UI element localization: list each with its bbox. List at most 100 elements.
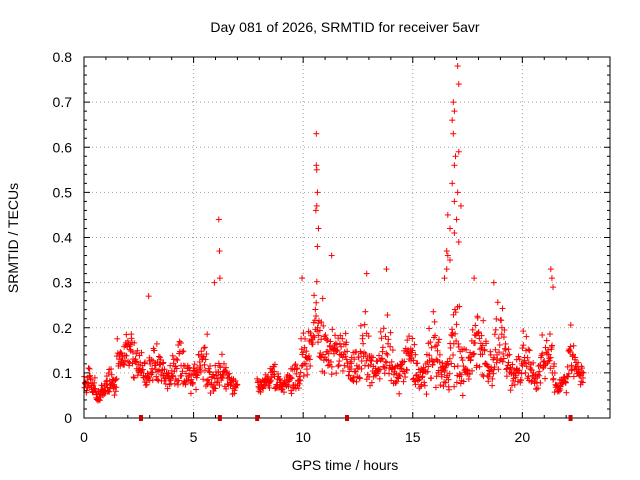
data-point bbox=[327, 358, 334, 365]
data-point bbox=[378, 335, 385, 342]
data-point bbox=[551, 389, 558, 396]
data-point bbox=[112, 388, 119, 395]
data-point bbox=[435, 339, 442, 346]
data-point bbox=[545, 346, 552, 353]
data-point bbox=[382, 358, 389, 365]
data-point bbox=[495, 366, 502, 373]
data-point bbox=[546, 331, 553, 338]
data-point bbox=[444, 252, 451, 259]
data-point bbox=[103, 381, 110, 388]
data-point bbox=[455, 239, 462, 246]
data-point bbox=[153, 340, 160, 347]
data-point bbox=[520, 342, 527, 349]
data-point bbox=[214, 375, 221, 382]
data-point bbox=[426, 325, 433, 332]
data-point bbox=[297, 369, 304, 376]
data-point bbox=[174, 357, 181, 364]
data-point bbox=[360, 340, 367, 347]
data-point bbox=[351, 356, 358, 363]
data-point bbox=[505, 359, 512, 366]
data-point bbox=[472, 339, 479, 346]
data-point bbox=[375, 366, 382, 373]
data-point bbox=[485, 378, 492, 385]
data-point bbox=[545, 351, 552, 358]
data-point bbox=[174, 381, 181, 388]
data-point bbox=[519, 345, 526, 352]
data-point bbox=[414, 360, 421, 367]
data-point bbox=[491, 331, 498, 338]
data-point bbox=[200, 344, 207, 351]
data-point bbox=[173, 355, 180, 362]
data-point bbox=[508, 382, 515, 389]
data-point bbox=[114, 335, 121, 342]
data-point bbox=[578, 378, 585, 385]
data-point bbox=[432, 384, 439, 391]
data-point bbox=[428, 375, 435, 382]
data-point bbox=[404, 367, 411, 374]
y-tick-label: 0.4 bbox=[53, 230, 73, 246]
data-point bbox=[111, 392, 118, 399]
data-point bbox=[388, 358, 395, 365]
data-point bbox=[402, 374, 409, 381]
data-point bbox=[515, 353, 522, 360]
data-point bbox=[178, 372, 185, 379]
data-point bbox=[339, 354, 346, 361]
data-point bbox=[502, 340, 509, 347]
data-point bbox=[469, 326, 476, 333]
data-point bbox=[234, 381, 241, 388]
data-point bbox=[268, 374, 275, 381]
data-point bbox=[535, 371, 542, 378]
data-point bbox=[133, 358, 140, 365]
data-point bbox=[169, 352, 176, 359]
data-point bbox=[333, 348, 340, 355]
data-point bbox=[203, 351, 210, 358]
data-point bbox=[311, 334, 318, 341]
data-point bbox=[332, 332, 339, 339]
data-point bbox=[505, 346, 512, 353]
data-point bbox=[396, 373, 403, 380]
data-point bbox=[421, 382, 428, 389]
data-point bbox=[469, 367, 476, 374]
data-point bbox=[300, 330, 307, 337]
data-point bbox=[313, 202, 320, 209]
data-point bbox=[451, 229, 458, 236]
data-point bbox=[474, 314, 481, 321]
data-point bbox=[550, 284, 557, 291]
data-point bbox=[303, 366, 310, 373]
data-point bbox=[383, 350, 390, 357]
data-point bbox=[212, 385, 219, 392]
data-point bbox=[312, 207, 319, 214]
data-point bbox=[454, 363, 461, 370]
data-point bbox=[457, 202, 464, 209]
data-point bbox=[442, 364, 449, 371]
data-point bbox=[493, 315, 500, 322]
data-point bbox=[303, 348, 310, 355]
data-point bbox=[380, 325, 387, 332]
data-point bbox=[548, 275, 555, 282]
data-point bbox=[421, 379, 428, 386]
data-point bbox=[348, 360, 355, 367]
data-point bbox=[479, 371, 486, 378]
data-point bbox=[493, 359, 500, 366]
data-point bbox=[463, 346, 470, 353]
data-point bbox=[547, 266, 554, 273]
data-point bbox=[442, 379, 449, 386]
data-point bbox=[151, 347, 158, 354]
data-point bbox=[452, 153, 459, 160]
data-point bbox=[410, 357, 417, 364]
data-point bbox=[202, 367, 209, 374]
data-point bbox=[570, 373, 577, 380]
data-point bbox=[86, 365, 93, 372]
data-point bbox=[426, 352, 433, 359]
data-point bbox=[516, 367, 523, 374]
data-point bbox=[565, 370, 572, 377]
data-point bbox=[121, 361, 128, 368]
data-point bbox=[481, 346, 488, 353]
data-point bbox=[393, 370, 400, 377]
data-point bbox=[579, 374, 586, 381]
data-point bbox=[156, 367, 163, 374]
data-point bbox=[537, 379, 544, 386]
data-point bbox=[280, 389, 287, 396]
data-point bbox=[444, 211, 451, 218]
ticks-layer: 0 0.1 0.2 0.3 0.4 0.5 0.6 0.7 0.8 0 5 10 15 20 bbox=[53, 49, 610, 445]
